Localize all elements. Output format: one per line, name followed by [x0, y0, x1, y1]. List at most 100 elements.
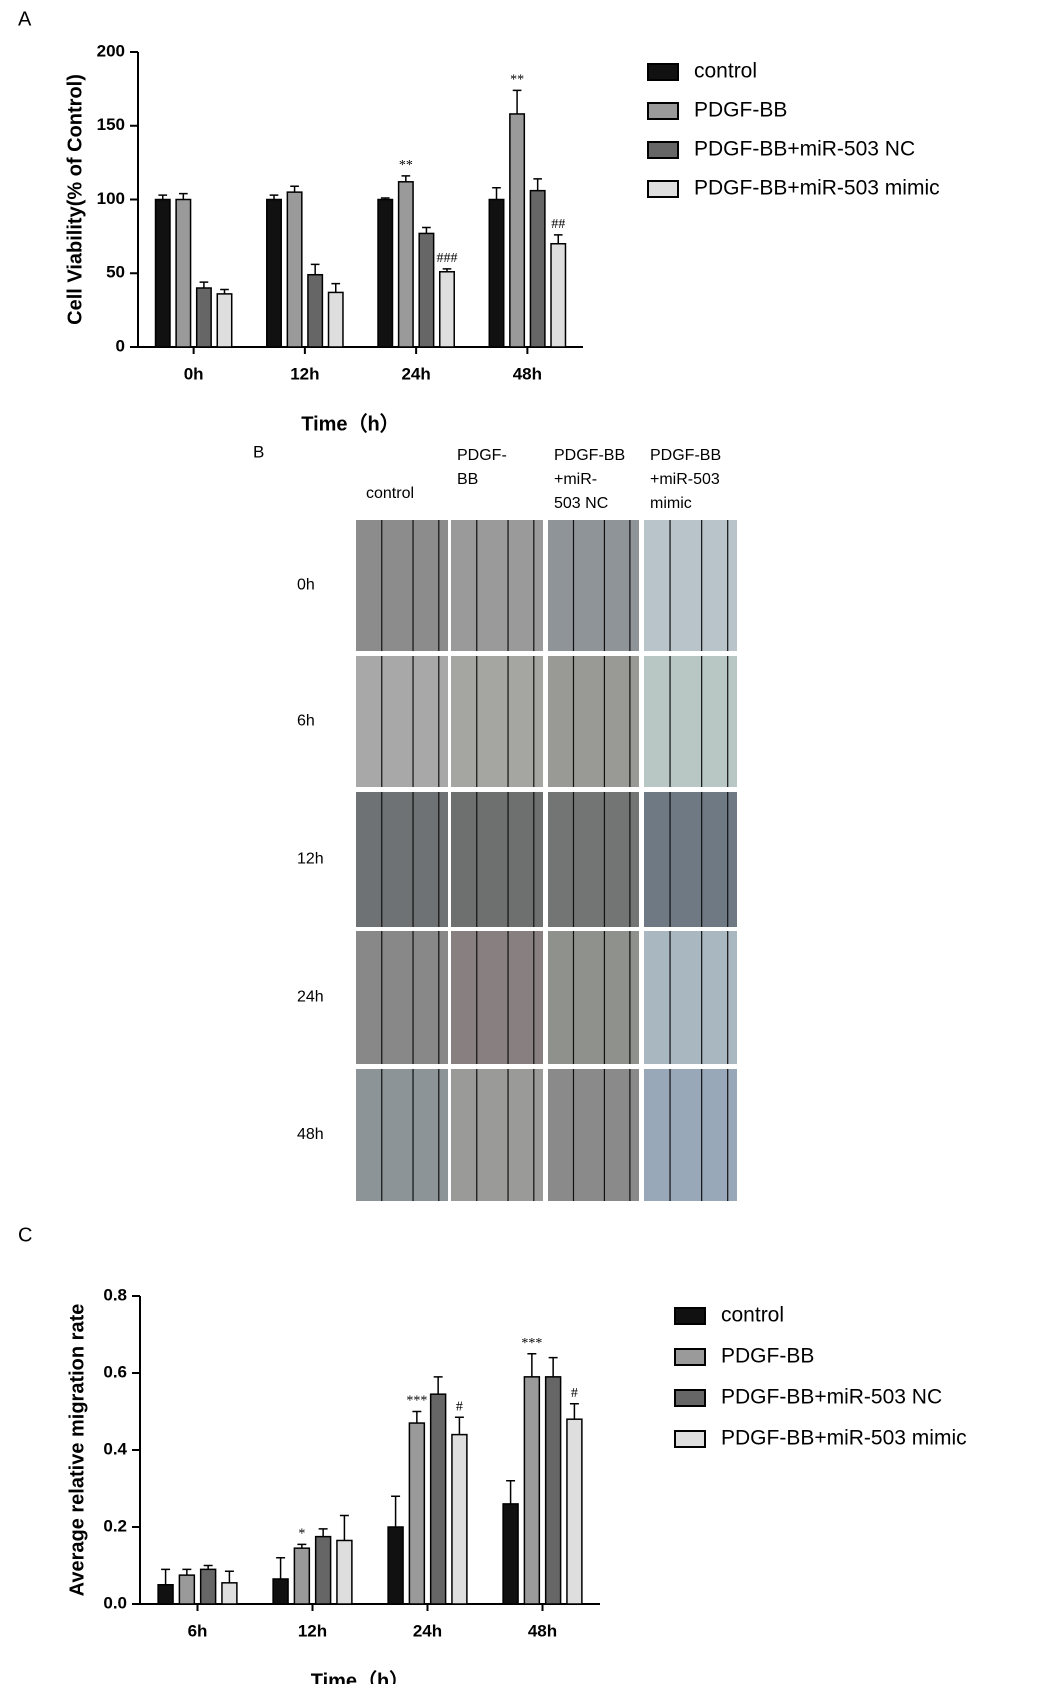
row-label: 48h	[297, 1126, 324, 1143]
panel-label: B	[253, 442, 264, 461]
error-bar	[225, 1571, 234, 1583]
legend-swatch	[675, 1308, 705, 1324]
x-tick-label: 0h	[184, 364, 204, 383]
column-label: 503 NC	[554, 495, 608, 512]
bar	[308, 275, 322, 347]
column-label: PDGF-	[457, 447, 507, 464]
y-tick-label: 200	[97, 41, 125, 60]
panel-label: C	[18, 1224, 32, 1246]
legend-swatch	[675, 1349, 705, 1365]
error-bar	[276, 1558, 285, 1579]
error-bar	[401, 176, 410, 182]
micrograph	[644, 520, 737, 651]
error-bar	[434, 1377, 443, 1394]
error-bar	[506, 1481, 515, 1504]
bar	[388, 1527, 403, 1604]
error-bar	[570, 1404, 579, 1419]
error-bar	[533, 179, 542, 191]
bar	[294, 1548, 309, 1604]
error-bar	[340, 1515, 349, 1540]
legend-swatch	[648, 142, 678, 158]
bar	[287, 192, 301, 347]
bar	[316, 1537, 331, 1604]
bar	[440, 272, 454, 347]
panel-label: A	[18, 8, 32, 30]
bar	[267, 200, 281, 348]
bar	[503, 1504, 518, 1604]
bar	[431, 1394, 446, 1604]
x-tick-label: 12h	[290, 364, 319, 383]
column-label: PDGF-BB	[650, 447, 721, 464]
x-tick-label: 48h	[528, 1621, 557, 1640]
legend-swatch	[648, 181, 678, 197]
x-tick-label: 24h	[401, 364, 430, 383]
bar	[273, 1579, 288, 1604]
x-axis-label: Time（h）	[301, 412, 400, 435]
x-tick-label: 24h	[413, 1621, 442, 1640]
bar	[489, 200, 503, 348]
legend-label: PDGF-BB+miR-503 NC	[694, 138, 915, 161]
column-label: mimic	[650, 495, 692, 512]
bar	[329, 292, 343, 347]
y-tick-label: 100	[97, 189, 125, 208]
error-bar	[290, 186, 299, 192]
error-bar	[200, 282, 209, 288]
micrograph	[451, 520, 543, 651]
micrograph	[356, 1069, 448, 1201]
error-bar	[554, 235, 563, 244]
row-label: 12h	[297, 851, 324, 868]
micrograph	[548, 656, 639, 787]
micrograph	[451, 1069, 543, 1201]
figure: A B C 0501001502000h12h24h**###48h**##Ce…	[0, 0, 1037, 1684]
bar	[197, 288, 211, 347]
micrograph	[451, 792, 543, 927]
micrograph	[548, 1069, 639, 1201]
error-bar	[391, 1496, 400, 1527]
x-axis-label: Time（h）	[311, 1669, 410, 1684]
significance-mark: ###	[436, 251, 457, 266]
x-tick-label: 12h	[298, 1621, 327, 1640]
legend-label: control	[694, 60, 757, 83]
y-tick-label: 0	[116, 336, 125, 355]
micrograph	[644, 1069, 737, 1201]
significance-mark: *	[298, 1527, 305, 1542]
bar	[409, 1423, 424, 1604]
error-bar	[311, 264, 320, 274]
bar	[452, 1435, 467, 1604]
bar	[222, 1583, 237, 1604]
micrograph	[644, 792, 737, 927]
micrograph	[356, 520, 448, 651]
bar	[217, 294, 231, 347]
bar	[201, 1569, 216, 1604]
legend-label: control	[721, 1304, 784, 1327]
error-bar	[513, 90, 522, 114]
y-tick-label: 50	[106, 263, 125, 282]
x-tick-label: 48h	[513, 364, 542, 383]
bar	[510, 114, 524, 347]
y-tick-label: 0.0	[103, 1593, 127, 1612]
y-tick-label: 0.6	[103, 1362, 127, 1381]
micrograph	[548, 792, 639, 927]
bar	[156, 200, 170, 348]
error-bar	[331, 284, 340, 293]
bar	[337, 1540, 352, 1604]
legend-label: PDGF-BB+miR-503 NC	[721, 1386, 942, 1409]
legend-label: PDGF-BB	[721, 1345, 814, 1368]
micrograph	[644, 656, 737, 787]
column-label: PDGF-BB	[554, 447, 625, 464]
significance-mark: **	[399, 158, 413, 173]
y-tick-label: 0.2	[103, 1516, 127, 1535]
column-label: control	[366, 485, 414, 502]
micrograph	[548, 931, 639, 1064]
error-bar	[422, 228, 431, 234]
y-tick-label: 150	[97, 115, 125, 134]
bar	[158, 1585, 173, 1604]
column-label: BB	[457, 471, 478, 488]
significance-mark: #	[571, 1386, 578, 1401]
bar	[378, 200, 392, 348]
bar	[419, 233, 433, 347]
y-tick-label: 0.4	[103, 1439, 127, 1458]
significance-mark: #	[456, 1399, 463, 1414]
column-label: +miR-	[554, 471, 597, 488]
micrograph	[548, 520, 639, 651]
